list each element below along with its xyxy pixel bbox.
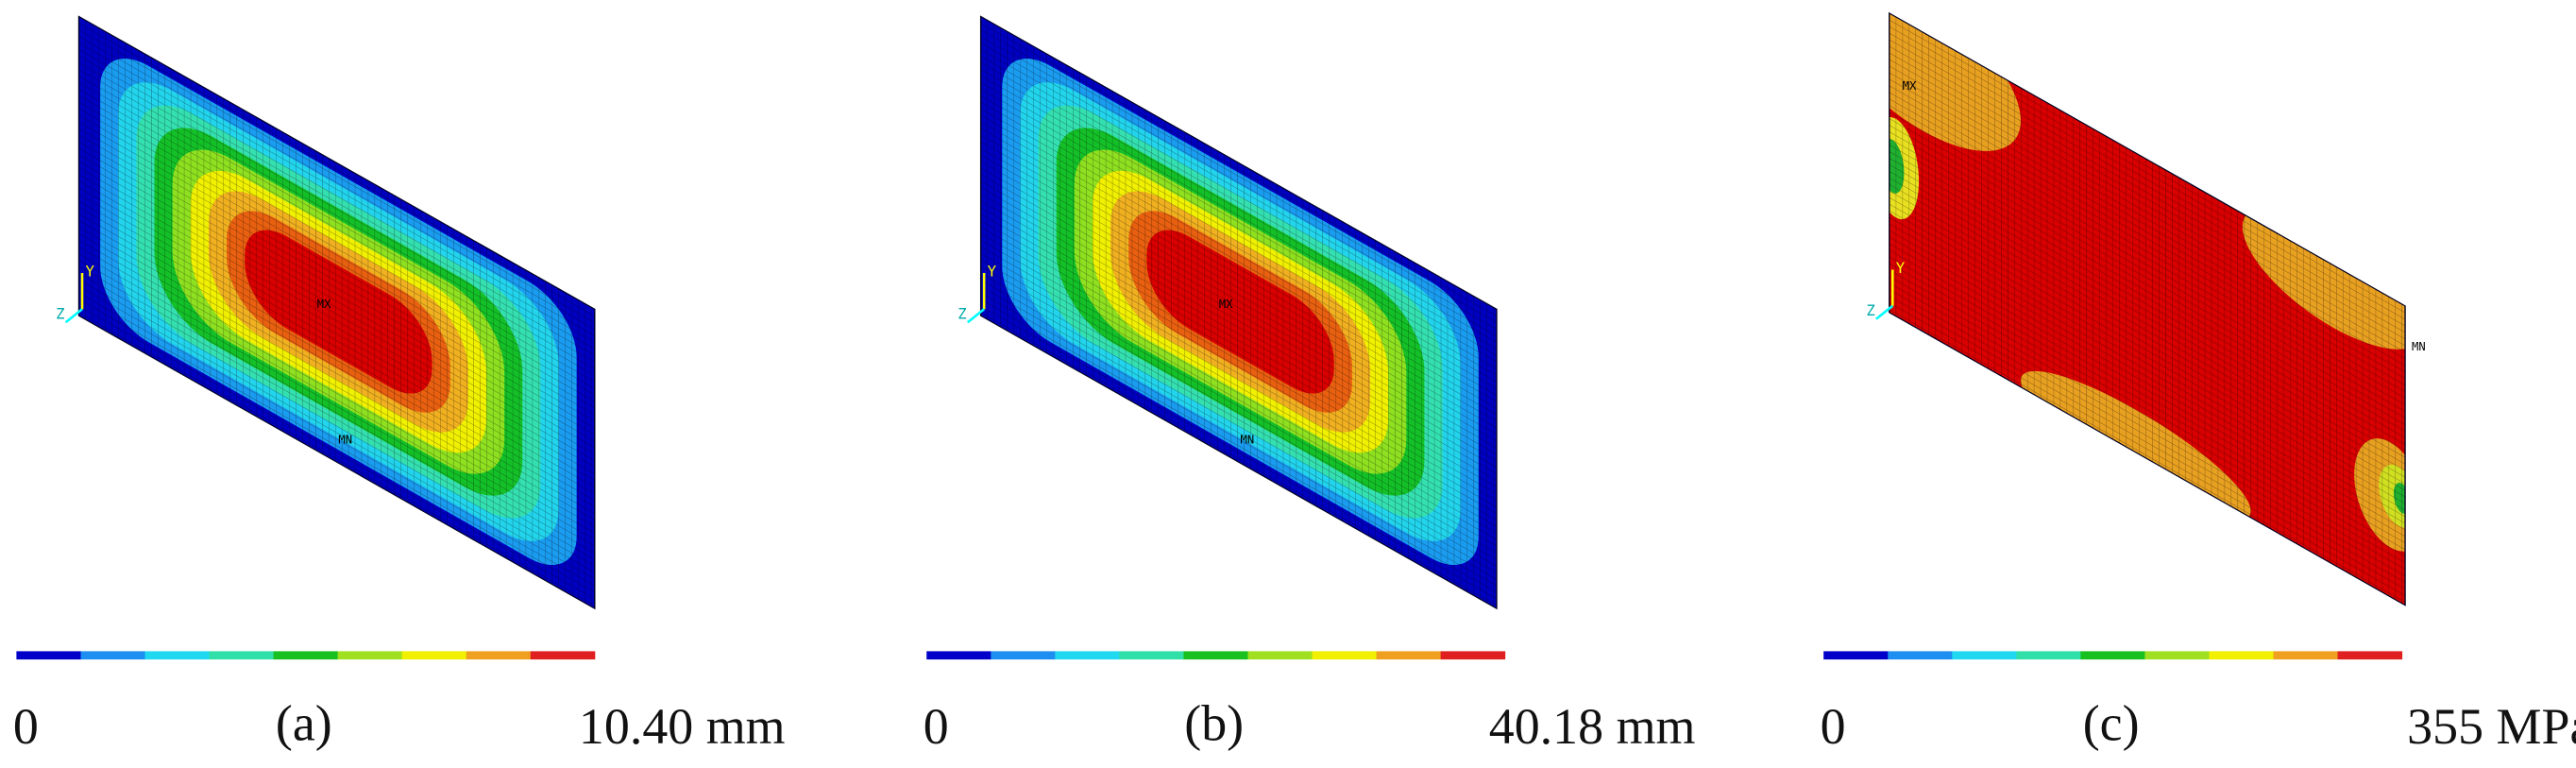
legend-swatch — [144, 651, 211, 660]
legend-swatch — [2273, 651, 2339, 660]
legend-swatch — [401, 651, 467, 660]
mesh — [980, 16, 1497, 609]
extreme-marker: MX — [1903, 79, 1917, 93]
legend-swatch — [209, 651, 275, 660]
contours — [1889, 12, 2406, 606]
legend-swatch — [991, 651, 1056, 660]
contour-plot — [77, 15, 596, 610]
legend-swatch — [530, 651, 596, 660]
legend-swatch — [2144, 651, 2210, 660]
mesh — [78, 16, 595, 609]
legend-swatch — [1952, 651, 2017, 660]
legend-swatch — [16, 651, 81, 660]
legend-swatch — [1440, 651, 1506, 660]
plate-outline — [77, 15, 596, 610]
scale-max: 355 MPa — [2407, 698, 2576, 755]
legend-swatch — [2080, 651, 2145, 660]
axis-z — [64, 308, 83, 324]
legend-swatch — [1119, 651, 1184, 660]
legend-swatch — [337, 651, 403, 660]
legend-swatch — [80, 651, 146, 660]
legend-swatch — [1247, 651, 1313, 660]
contours — [78, 16, 595, 609]
scale-min: 0 — [1821, 698, 1846, 755]
axis-label: Z — [56, 305, 64, 323]
legend-swatch — [273, 651, 339, 660]
plate-outline — [979, 15, 1498, 610]
axis-label: Y — [85, 262, 94, 280]
extreme-marker: MX — [1219, 298, 1233, 311]
extreme-marker: MX — [317, 298, 331, 311]
legend-swatch — [1888, 651, 1953, 660]
legend-swatch — [2337, 651, 2403, 660]
contour-plot — [979, 15, 1498, 610]
extreme-marker: MN — [1241, 433, 1255, 446]
caption: (b) — [1184, 694, 1244, 751]
contour-plot — [1889, 11, 2406, 606]
axis-z — [1875, 304, 1894, 320]
plate-outline — [1889, 11, 2406, 606]
extreme-marker: MN — [2412, 340, 2426, 353]
extreme-marker: MN — [338, 433, 352, 446]
mesh — [1889, 12, 2406, 606]
axis-label: Y — [1896, 259, 1906, 277]
legend-swatch — [466, 651, 532, 660]
legend-swatch — [1055, 651, 1120, 660]
legend-swatch — [1183, 651, 1248, 660]
legend-swatch — [2209, 651, 2275, 660]
axis-z — [966, 308, 985, 324]
scale-max: 10.40 mm — [579, 698, 786, 755]
legend-swatch — [2016, 651, 2081, 660]
legend-swatch — [1376, 651, 1442, 660]
scale-min: 0 — [13, 698, 39, 755]
contours — [980, 16, 1497, 609]
axis-label: Y — [988, 262, 997, 280]
axis-label: Z — [958, 305, 966, 323]
legend-swatch — [1823, 651, 1889, 660]
axis-label: Z — [1866, 301, 1874, 319]
legend-swatch — [1312, 651, 1378, 660]
caption: (c) — [2083, 694, 2140, 751]
scale-max: 40.18 mm — [1489, 698, 1696, 755]
scale-min: 0 — [924, 698, 949, 755]
caption: (a) — [276, 694, 332, 751]
legend-swatch — [926, 651, 991, 660]
